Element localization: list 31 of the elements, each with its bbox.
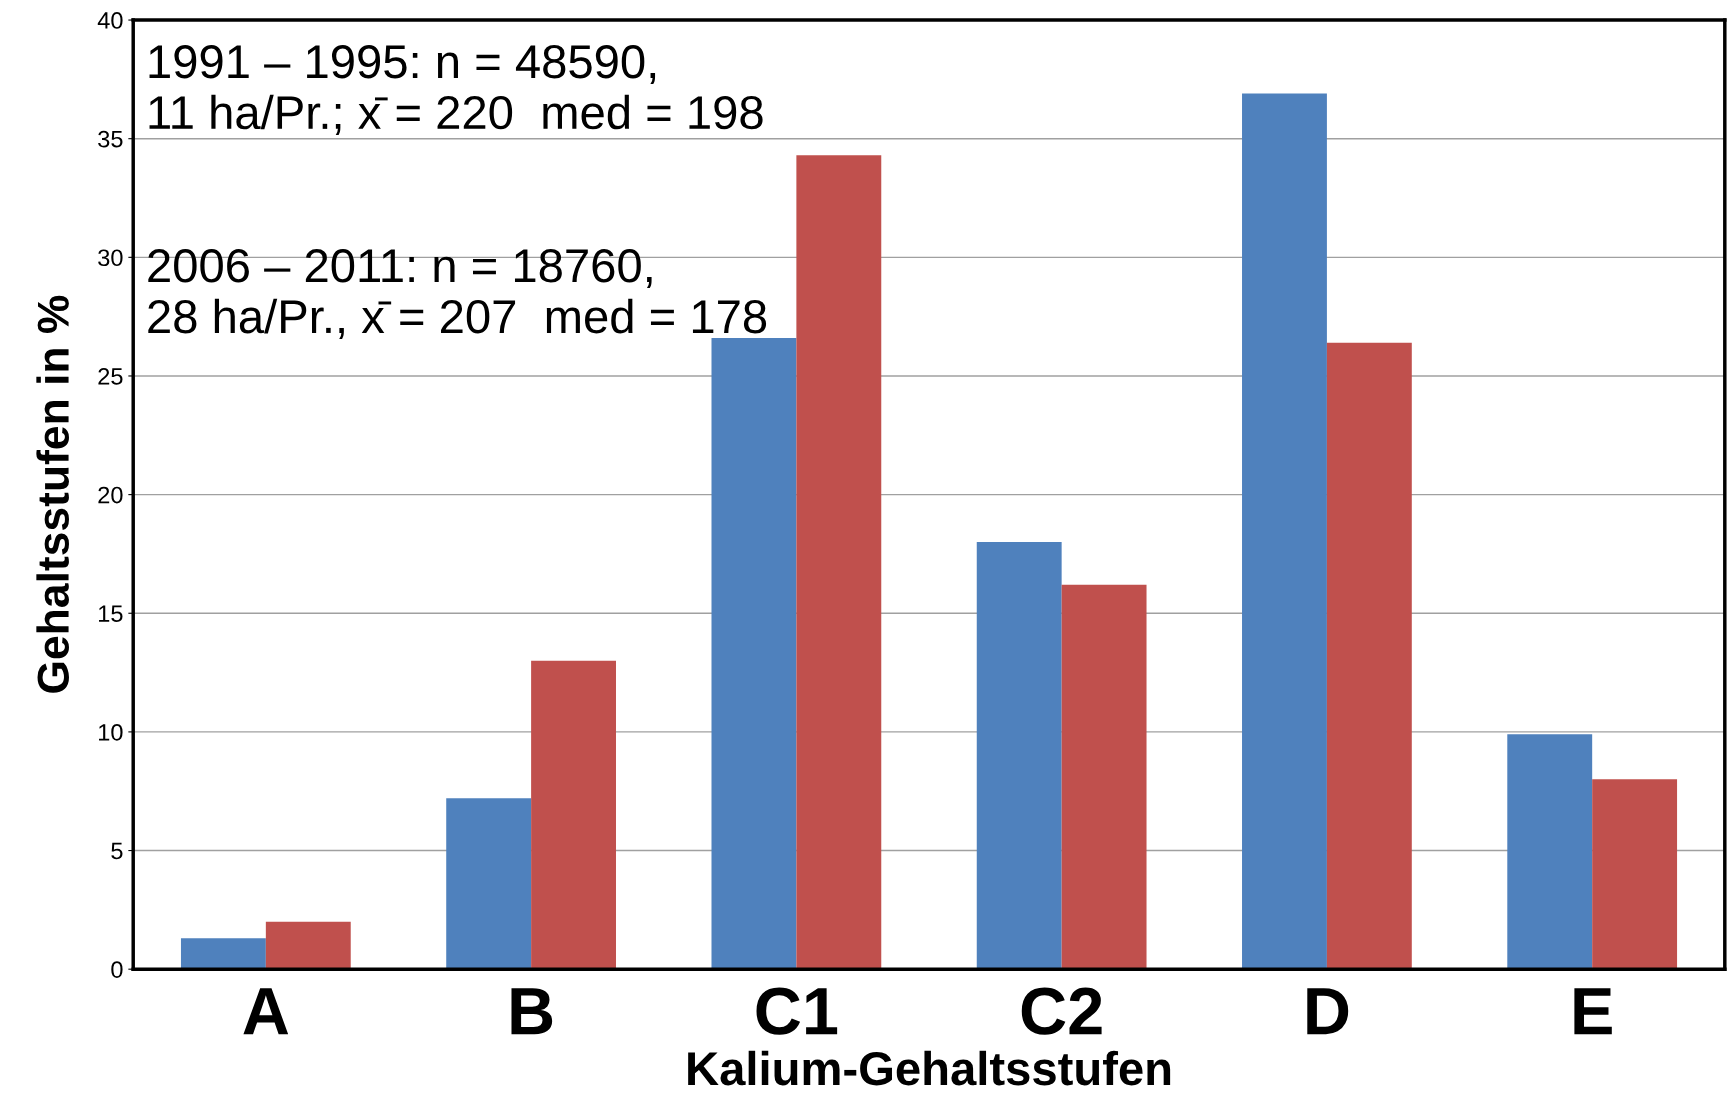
y-tick-label: 10 (99, 723, 123, 741)
x-tick-label: B (511, 988, 553, 1035)
y-tick-label: 40 (97, 12, 123, 29)
y-axis-title: Gehaltsstufen in % (36, 295, 69, 693)
bar (796, 155, 882, 970)
bar (711, 338, 797, 970)
annotation: 1991 – 1995: n = 48590, 11 ha/Pr.; x̄ = 220 med = 198 (149, 45, 763, 135)
bar (976, 542, 1062, 970)
y-tick-label: 25 (98, 368, 123, 385)
bar (1592, 779, 1678, 970)
bar (446, 798, 532, 970)
annotation: 2006 – 2011: n = 18760, 28 ha/Pr., x̄ = 207 med = 178 (148, 249, 767, 339)
bar (1507, 734, 1593, 970)
x-tick-label: C1 (756, 987, 838, 1035)
bar (531, 660, 616, 970)
bar (1061, 584, 1147, 970)
bar (1242, 93, 1327, 970)
x-tick-label: C2 (1021, 987, 1102, 1035)
x-tick-label: D (1307, 988, 1349, 1035)
y-tick-label: 30 (98, 249, 123, 267)
y-tick-label: 15 (99, 605, 123, 623)
x-tick-label: E (1574, 988, 1612, 1035)
bar (180, 938, 266, 970)
bar (1326, 342, 1412, 970)
y-tick-label: 35 (98, 130, 123, 148)
y-tick-label: 5 (111, 842, 123, 860)
x-tick-label: A (243, 988, 289, 1035)
y-tick-label: 20 (98, 486, 123, 504)
bar (265, 921, 351, 970)
x-axis-title: Kalium-Gehaltsstufen (688, 1050, 1171, 1086)
y-tick-label: 0 (111, 961, 123, 978)
